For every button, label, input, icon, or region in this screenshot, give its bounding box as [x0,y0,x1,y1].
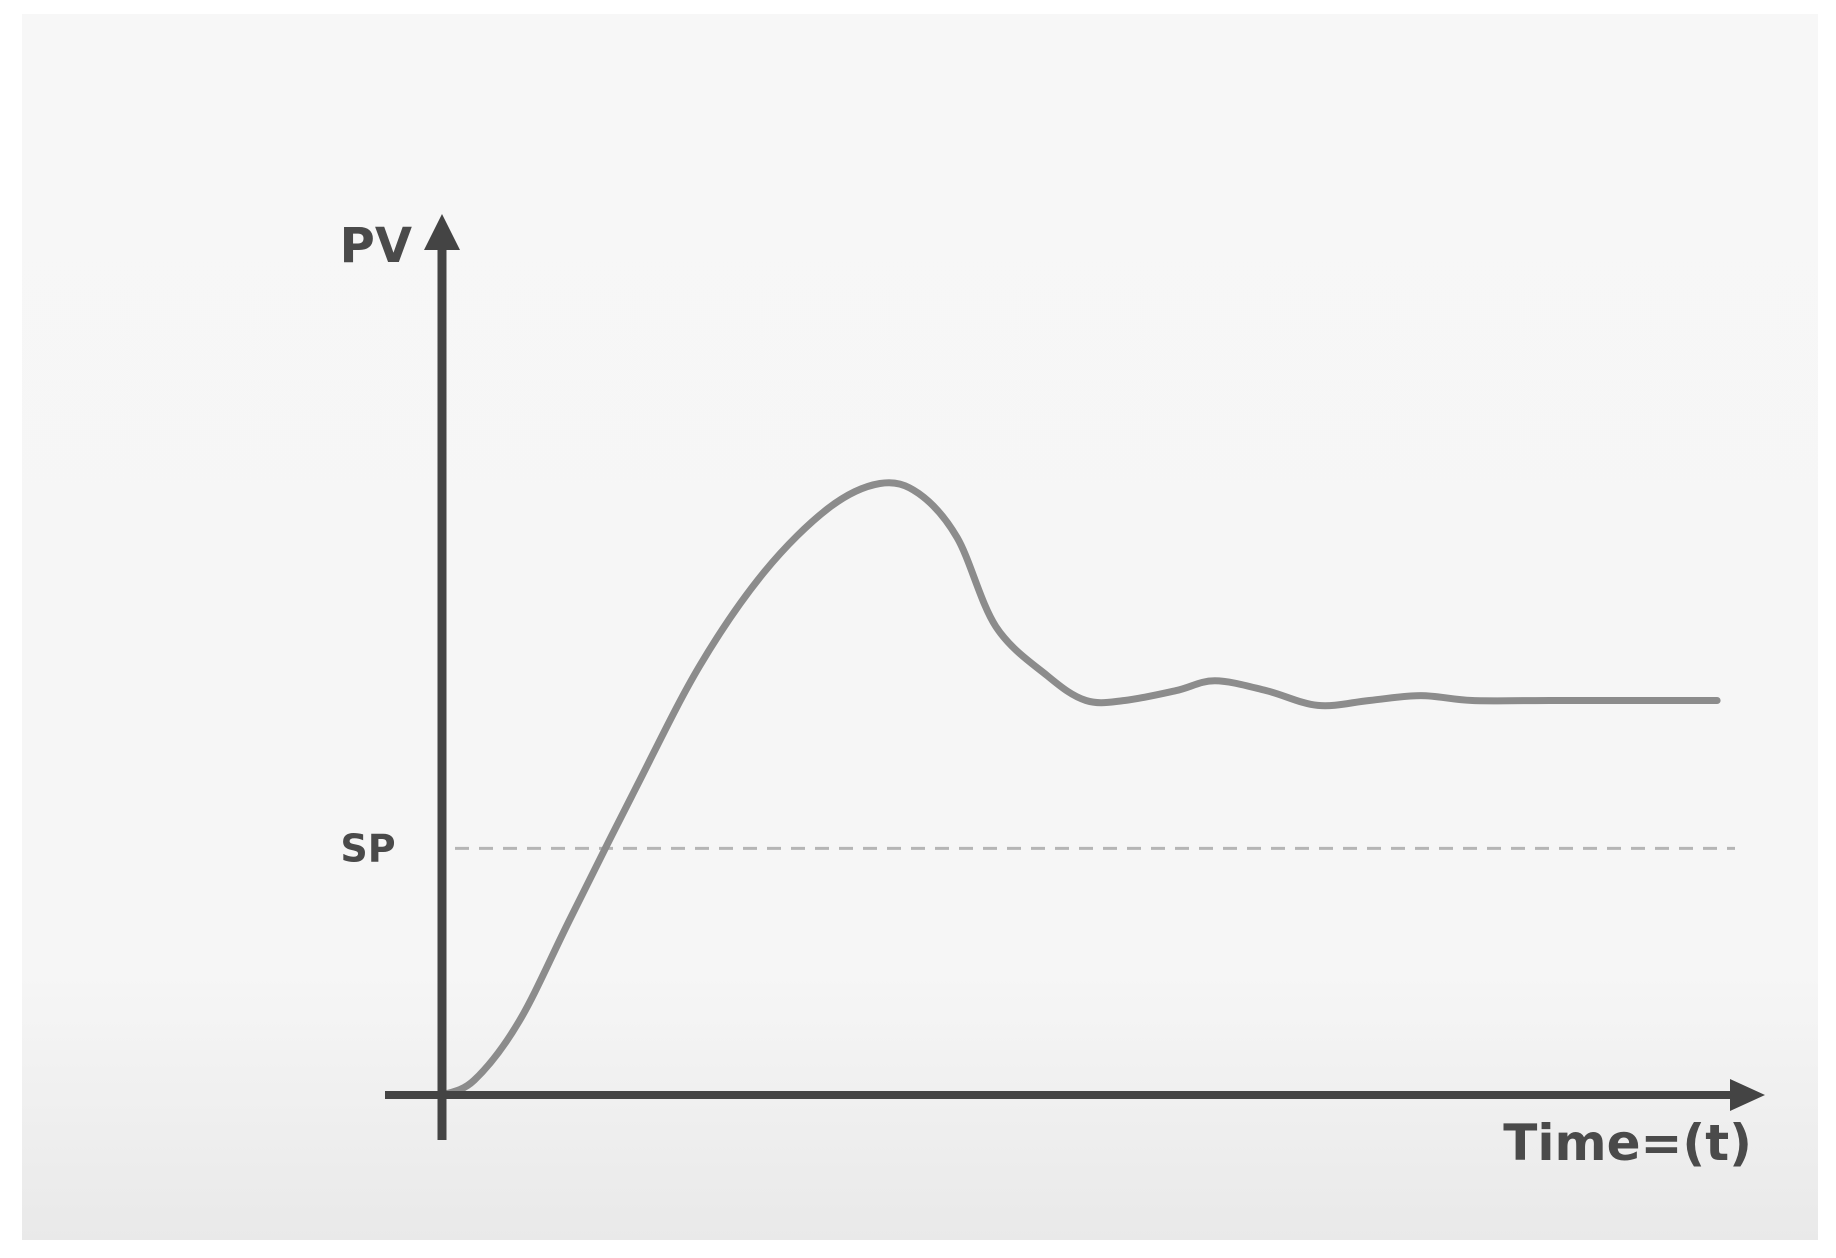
y-axis-label: PV [340,218,412,274]
pv-curve [438,479,1721,1099]
y-axis-arrowhead [424,214,460,250]
chart-panel [22,14,1818,1240]
x-axis-arrowhead [1730,1079,1765,1111]
x-axis-label: Time=(t) [1503,1114,1752,1172]
setpoint-label: SP [340,826,395,870]
